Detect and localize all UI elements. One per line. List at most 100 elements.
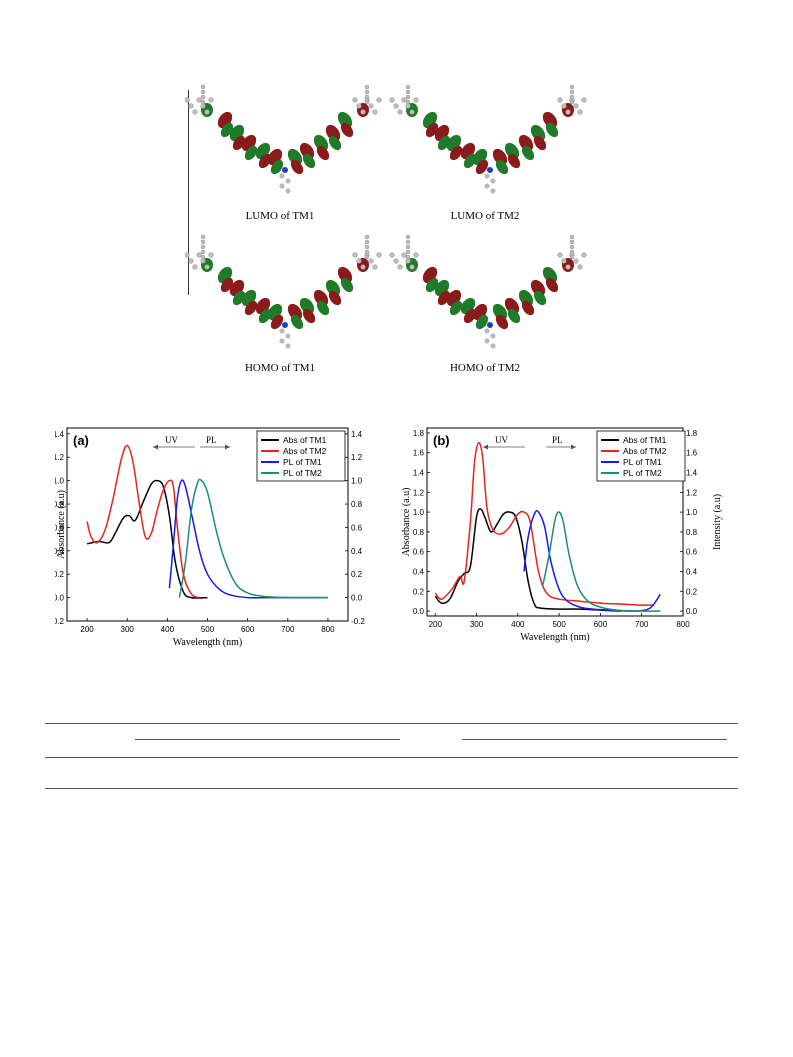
legend-label: Abs of TM1 — [283, 435, 327, 445]
orbital-lobe — [302, 308, 316, 324]
chart-panel-a: 200 300 400 500 600 700 800 -0.2 0.0 0.2 0.4 0.6 0.8… — [50, 425, 385, 650]
atom — [569, 244, 575, 250]
y-tick-label: 0.2 — [413, 587, 425, 596]
x-tick-label: 300 — [121, 625, 135, 634]
atom — [569, 94, 575, 100]
atom — [569, 99, 575, 105]
y2-tick-label: 1.0 — [351, 477, 363, 486]
orbital-lobe — [290, 314, 304, 330]
atom — [405, 234, 411, 240]
series-line-1 — [434, 508, 622, 612]
legend-label: Abs of TM1 — [623, 435, 667, 445]
series-line-3 — [523, 509, 661, 612]
orbital-lobe — [521, 145, 535, 161]
atom — [565, 264, 571, 270]
nitrogen-atom — [487, 167, 493, 173]
orbital-lobe — [270, 314, 284, 330]
atom — [409, 264, 415, 270]
atom — [192, 109, 198, 115]
orbital-lobe — [258, 308, 272, 324]
atom — [364, 249, 370, 255]
y-tick-label: 0.8 — [55, 500, 65, 509]
atom — [397, 109, 403, 115]
x-tick-label: 400 — [511, 620, 525, 629]
atom — [401, 97, 407, 103]
atom — [389, 252, 395, 258]
x-tick-label: 200 — [80, 625, 94, 634]
y2-tick-label: 0.0 — [686, 607, 698, 616]
y-tick-label: 1.0 — [413, 508, 425, 517]
atom — [368, 103, 374, 109]
atom — [484, 173, 490, 179]
orbital-lobe — [463, 308, 477, 324]
y2-tick-label: 1.2 — [351, 453, 363, 462]
atom — [405, 249, 411, 255]
y2-tick-label: 0.6 — [686, 548, 698, 557]
y-axis-label: Absorbance (a.u) — [401, 488, 412, 557]
atom — [376, 252, 382, 258]
nitrogen-atom — [282, 167, 288, 173]
annotation-uv: UV — [495, 435, 508, 445]
orbital-lobe — [495, 314, 509, 330]
atom — [200, 89, 206, 95]
atom — [557, 97, 563, 103]
atom — [200, 103, 206, 109]
y-tick-label: -0.2 — [55, 617, 65, 626]
atom — [285, 178, 291, 184]
caption-lumo-tm1: LUMO of TM1 — [245, 210, 315, 222]
y-axis-label: Absorbance (a.u) — [56, 490, 67, 559]
series-line-2 — [86, 444, 200, 599]
y2-tick-label: 0.4 — [351, 547, 363, 556]
series-line-1 — [86, 479, 208, 599]
orbital-lobe — [244, 145, 258, 161]
orbital-lobe — [475, 314, 489, 330]
y-tick-label: 1.0 — [55, 477, 65, 486]
orbital-lobe — [530, 124, 546, 142]
atom — [356, 103, 362, 109]
atom — [401, 252, 407, 258]
panel-label: (b) — [433, 433, 450, 448]
atom — [569, 234, 575, 240]
atom — [188, 258, 194, 264]
y-tick-label: 0.0 — [413, 607, 425, 616]
orbital-lobe — [463, 153, 477, 169]
orbital-lobe — [533, 290, 547, 306]
orbital-lobe — [328, 290, 342, 306]
orbital-lobe — [340, 277, 354, 293]
series-line-4 — [541, 511, 661, 612]
legend-label: Abs of TM2 — [283, 446, 327, 456]
atom — [200, 99, 206, 105]
x-tick-label: 400 — [161, 625, 175, 634]
pl-arrow-head — [571, 444, 576, 450]
atom — [484, 328, 490, 334]
atom — [364, 85, 370, 90]
atom — [565, 109, 571, 115]
atom — [364, 89, 370, 95]
atom — [200, 258, 206, 264]
orbital-lobe — [425, 122, 439, 138]
atom — [364, 99, 370, 105]
atom — [376, 97, 382, 103]
atom — [405, 94, 411, 100]
y-tick-label: 0.4 — [413, 567, 425, 576]
chart-panel-b: 200 300 400 500 600 700 800 0.0 0.2 0.4 0.6 0.8 1.0 1… — [400, 425, 730, 650]
orbital-lobe — [290, 159, 304, 175]
atom — [569, 85, 575, 90]
chart-b: 200 300 400 500 600 700 800 0.0 0.2 0.4 0.6 0.8 1.0 1… — [401, 427, 723, 643]
atom — [364, 239, 370, 245]
plot-frame — [426, 427, 684, 617]
legend-label: Abs of TM2 — [623, 446, 667, 456]
x-tick-label: 700 — [635, 620, 649, 629]
orbital-lobe — [287, 303, 303, 321]
orbital-lobe — [220, 122, 234, 138]
atom — [405, 239, 411, 245]
orbital-lobe — [337, 111, 353, 129]
orbital-lobe — [449, 145, 463, 161]
orbital-lobe — [475, 159, 489, 175]
series-line-4 — [178, 478, 328, 599]
y2-tick-label: 0.2 — [351, 570, 363, 579]
atom — [352, 97, 358, 103]
atom — [208, 252, 214, 258]
nitrogen-atom — [282, 322, 288, 328]
x-tick-label: 300 — [470, 620, 484, 629]
